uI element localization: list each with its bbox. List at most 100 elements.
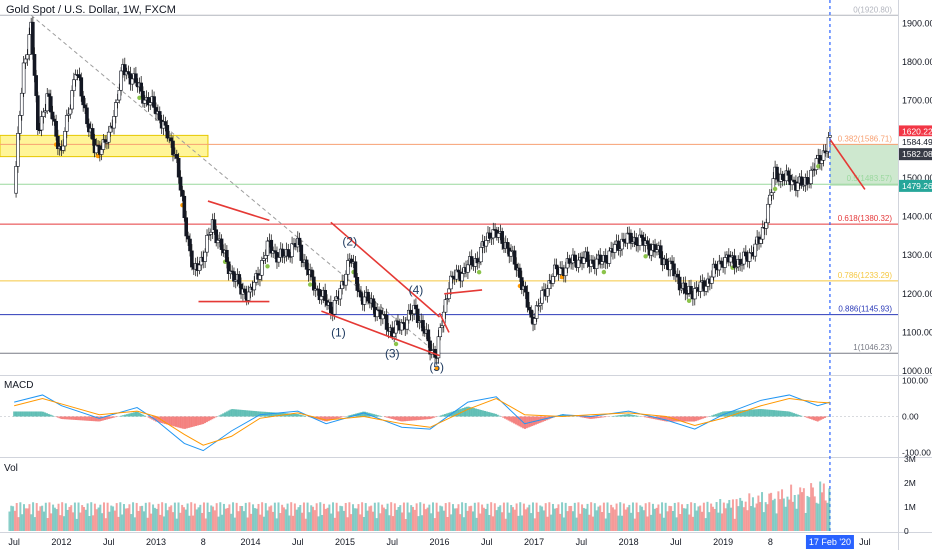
volume-bar [145,503,147,531]
volume-bar [585,509,587,531]
volume-bar [441,506,443,531]
macd-histogram-bar [768,410,770,417]
volume-bar [94,504,96,531]
macd-histogram-bar [15,411,17,416]
volume-bar [667,511,669,531]
macd-histogram-bar [798,415,800,416]
candle-body [82,96,85,105]
candle-body [535,306,538,319]
volume-bar [597,507,599,531]
volume-bar [730,508,732,531]
volume-bar [483,508,485,531]
macd-histogram-bar [402,417,404,422]
macd-histogram-bar [579,417,581,418]
macd-histogram-bar [40,411,42,416]
candle-body [705,286,708,291]
candle-body [767,204,770,222]
volume-bar [250,514,252,531]
macd-histogram-bar [711,415,713,416]
volume-bar [696,511,698,531]
macd-histogram-bar [489,412,491,416]
volume-bar [627,507,629,531]
macd-histogram-bar [486,411,488,416]
volume-label: Vol [4,463,18,474]
macd-histogram-bar [248,410,250,416]
candle-body [659,246,662,258]
volume-bar [434,518,436,531]
volume-bar [516,503,518,531]
volume-bar [605,519,607,531]
volume-bar [290,502,292,531]
volume-bar [768,494,770,531]
volume-bar [543,510,545,531]
volume-bar [159,515,161,531]
volume-bar [252,504,254,531]
volume-bar [774,499,776,531]
volume-bar [230,514,232,531]
volume-bar [745,502,747,531]
volume-bar [645,503,647,531]
macd-histogram-bar [637,416,639,417]
volume-bar [450,514,452,531]
macd-histogram-bar [59,417,61,419]
volume-bar [697,506,699,531]
volume-bar [706,502,708,531]
volume-tick-1: 2M [904,478,916,488]
volume-bar [119,502,121,531]
macd-histogram-bar [495,414,497,417]
volume-bar [501,512,503,531]
volume-bar [14,511,16,531]
macd-histogram-bar [473,408,475,416]
volume-bar [786,497,788,531]
volume-bar [510,505,512,531]
volume-bar [288,516,290,531]
volume-bar [650,515,652,531]
macd-histogram-bar [22,411,24,416]
volume-bar [332,502,334,531]
time-tick-15: 2019 [713,537,733,547]
volume-bar [376,518,378,531]
macd-histogram-bar [170,417,172,426]
macd-histogram-bar [749,410,751,417]
candle-body [63,131,66,146]
macd-histogram-bar [693,417,695,422]
volume-bar [190,502,192,531]
candle-body [49,96,52,112]
candle-body [114,103,117,117]
volume-bar [612,507,614,531]
macd-histogram-bar [484,411,486,417]
volume-bar [574,503,576,531]
macd-histogram-bar [364,412,366,417]
candle-body [253,282,256,290]
volume-bar [201,513,203,531]
candle-body [204,252,207,261]
volume-bar [479,514,481,531]
candle-body [62,146,65,150]
candle-body [787,171,790,175]
macd-histogram-bar [817,417,819,422]
candle-body [800,177,803,186]
macd-histogram-bar [822,417,824,419]
macd-histogram-bar [624,414,626,416]
time-tick-10: Jul [481,537,493,547]
macd-histogram-bar [304,416,306,417]
candle-body [80,78,83,96]
macd-line [14,395,830,451]
volume-bar [799,487,801,531]
volume-bar [628,505,630,531]
volume-bar [448,502,450,531]
volume-bar [412,507,414,531]
candle-body [35,75,38,95]
macd-histogram-bar [509,417,511,422]
volume-bar [803,488,805,531]
fib-label-6: 1(1046.23) [853,343,892,352]
volume-bar [732,499,734,531]
macd-histogram-bar [235,409,237,416]
volume-bar [341,506,343,531]
signal-dot [643,254,647,258]
volume-bar [617,516,619,531]
volume-bar [592,517,594,531]
candle-body [650,250,653,255]
candle-body [765,223,768,229]
volume-bar [72,512,74,531]
